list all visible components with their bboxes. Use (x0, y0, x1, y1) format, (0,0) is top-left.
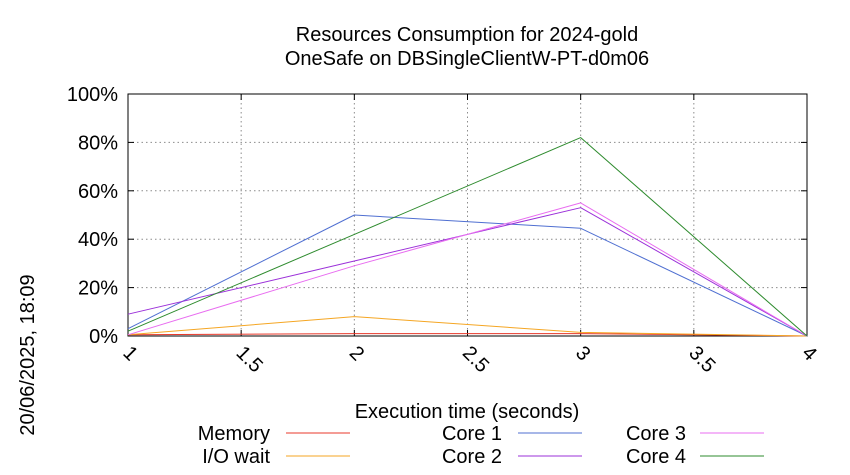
side-timestamp: 20/06/2025, 18:09 (17, 274, 39, 435)
x-tick-label: 3.5 (684, 342, 719, 377)
x-tick-label: 2 (345, 342, 368, 365)
x-tick-label: 1 (118, 342, 141, 365)
series-line-i-o-wait (127, 316, 808, 337)
legend-label-core-4: Core 4 (626, 446, 686, 468)
series-line-memory (127, 333, 808, 337)
legend-label-core-2: Core 2 (442, 446, 502, 468)
legend-label-memory: Memory (198, 423, 270, 445)
x-tick-label: 1.5 (232, 342, 267, 377)
chart-subtitle: OneSafe on DBSingleClientW-PT-d0m06 (285, 48, 649, 70)
x-axis-title: Execution time (seconds) (355, 401, 580, 423)
series-line-core-3 (127, 202, 808, 337)
legend-label-i-o-wait: I/O wait (202, 446, 270, 468)
x-tick-label: 3 (571, 342, 594, 365)
series-line-core-4 (127, 137, 808, 337)
legend-label-core-1: Core 1 (442, 423, 502, 445)
y-tick-label: 0% (89, 326, 118, 348)
y-tick-label: 60% (78, 181, 118, 203)
y-tick-label: 100% (67, 84, 118, 106)
y-tick-label: 80% (78, 132, 118, 154)
series-line-core-1 (127, 214, 808, 337)
x-tick-label: 2.5 (458, 342, 493, 377)
y-tick-label: 20% (78, 278, 118, 300)
y-tick-label: 40% (78, 229, 118, 251)
series-lines (127, 137, 808, 337)
chart-title: Resources Consumption for 2024-gold (296, 24, 638, 46)
series-line-core-2 (127, 207, 808, 337)
grid (128, 94, 807, 336)
x-tick-label: 4 (797, 342, 820, 365)
legend-label-core-3: Core 3 (626, 423, 686, 445)
